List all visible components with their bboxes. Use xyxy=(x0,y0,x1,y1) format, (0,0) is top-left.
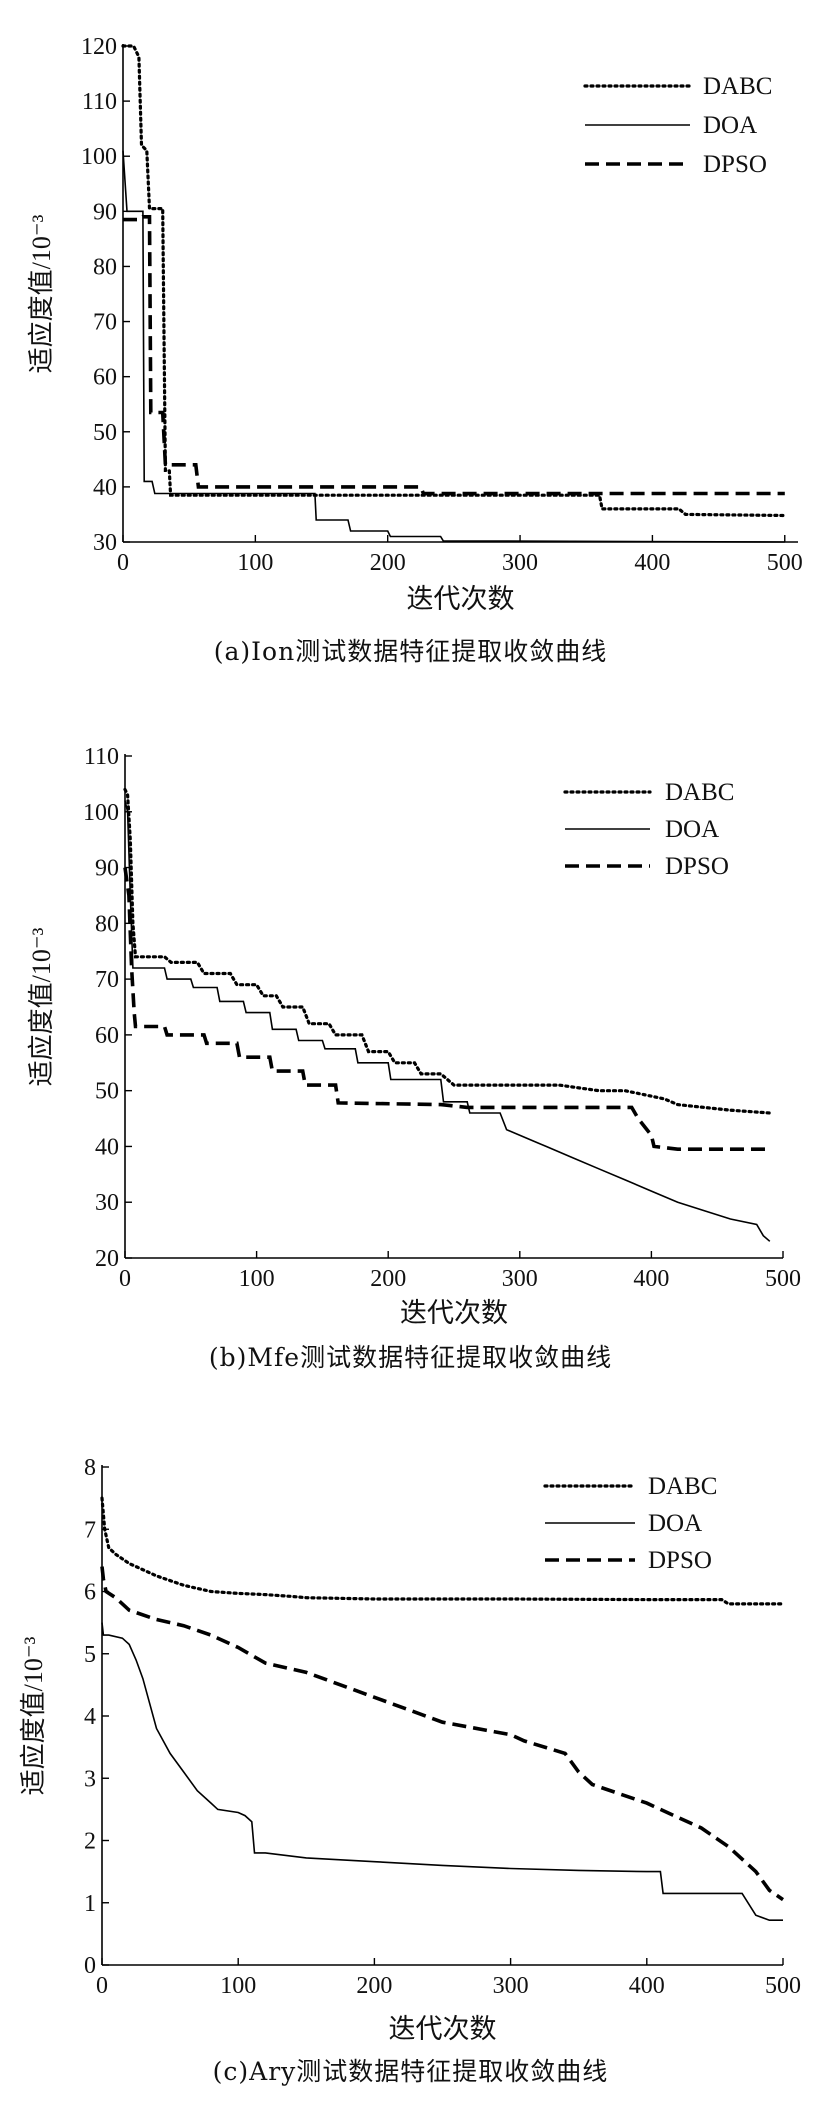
y-tick-label: 90 xyxy=(95,856,119,882)
y-tick-label: 80 xyxy=(95,911,119,937)
y-tick-label: 30 xyxy=(93,530,117,556)
y-tick-label: 30 xyxy=(95,1190,119,1216)
y-tick-label: 8 xyxy=(84,1455,96,1481)
chart-figure-b: 20 30 40 50 60 70 80 90 100 110 0 100 200 300 400 500 迭代… xyxy=(0,700,821,1400)
x-tick-label: 100 xyxy=(220,1973,256,1999)
legend-label-doa: DOA xyxy=(703,112,757,139)
legend-label-dpso: DPSO xyxy=(648,1547,712,1574)
x-tick-label: 400 xyxy=(633,1266,669,1292)
chart-c: 0 1 2 3 4 5 6 7 8 0 100 200 300 400 500 迭代次数 适应度值/10⁻³ DA… xyxy=(19,1455,801,2044)
series-line-dabc xyxy=(100,1496,785,1606)
y-tick-label: 40 xyxy=(93,475,117,501)
x-tick-label: 100 xyxy=(237,550,273,576)
legend-label-dabc: DABC xyxy=(665,779,734,806)
y-tick-label: 90 xyxy=(93,199,117,225)
x-tick-label: 300 xyxy=(502,550,538,576)
legend-label-doa: DOA xyxy=(648,1510,702,1537)
y-axis-label: 适应度值/10⁻³ xyxy=(27,927,56,1086)
series-line-dpso xyxy=(100,1566,785,1902)
x-tick-label: 300 xyxy=(502,1266,538,1292)
x-tick-label: 200 xyxy=(370,550,406,576)
y-axis-label: 适应度值/10⁻³ xyxy=(19,1636,48,1795)
y-tick-label: 120 xyxy=(81,34,117,60)
x-axis-label: 迭代次数 xyxy=(400,1298,508,1328)
x-tick-label: 0 xyxy=(117,550,129,576)
y-tick-label: 50 xyxy=(93,420,117,446)
chart-b: 20 30 40 50 60 70 80 90 100 110 0 100 200 300 400 500 迭代… xyxy=(27,744,801,1328)
chart-caption: (b)Mfe测试数据特征提取收敛曲线 xyxy=(208,1343,613,1372)
y-tick-label: 6 xyxy=(84,1580,96,1606)
x-tick-label: 500 xyxy=(767,550,803,576)
y-tick-label: 5 xyxy=(84,1642,96,1668)
x-tick-label: 300 xyxy=(493,1973,529,1999)
chart-caption: (a)Ion测试数据特征提取收敛曲线 xyxy=(213,637,608,666)
x-axis-label: 迭代次数 xyxy=(389,2014,497,2044)
series-line-doa xyxy=(124,800,771,1242)
y-tick-label: 7 xyxy=(84,1517,96,1543)
x-tick-label: 0 xyxy=(119,1266,131,1292)
y-tick-label: 2 xyxy=(84,1829,96,1855)
y-tick-label: 1 xyxy=(84,1891,96,1917)
y-tick-label: 60 xyxy=(93,365,117,391)
y-tick-label: 50 xyxy=(95,1079,119,1105)
y-tick-label: 20 xyxy=(95,1246,119,1272)
x-tick-label: 400 xyxy=(629,1973,665,1999)
y-tick-label: 110 xyxy=(84,744,119,770)
y-tick-label: 110 xyxy=(82,89,117,115)
y-tick-label: 70 xyxy=(93,310,117,336)
x-tick-label: 500 xyxy=(765,1973,801,1999)
series-line-dpso xyxy=(123,867,770,1152)
chart-figure-a: 30 40 50 60 70 80 90 100 110 120 0 100 200 300 400 500 迭… xyxy=(0,0,821,700)
chart-a: 30 40 50 60 70 80 90 100 110 120 0 100 200 300 400 500 迭… xyxy=(27,34,803,614)
x-tick-label: 400 xyxy=(634,550,670,576)
chart-caption: (c)Ary测试数据特征提取收敛曲线 xyxy=(212,2057,609,2086)
legend-label-dpso: DPSO xyxy=(665,853,729,880)
legend-label-dpso: DPSO xyxy=(703,151,767,178)
y-tick-label: 80 xyxy=(93,254,117,280)
chart-figure-c: 0 1 2 3 4 5 6 7 8 0 100 200 300 400 500 迭代次数 适应度值/10⁻³ DA… xyxy=(0,1400,821,2114)
y-tick-label: 100 xyxy=(83,800,119,826)
x-tick-label: 200 xyxy=(370,1266,406,1292)
y-tick-label: 40 xyxy=(95,1134,119,1160)
x-tick-label: 500 xyxy=(765,1266,801,1292)
series-line-doa xyxy=(101,1622,783,1922)
legend-label-doa: DOA xyxy=(665,816,719,843)
x-axis-label: 迭代次数 xyxy=(407,584,515,614)
y-tick-label: 70 xyxy=(95,967,119,993)
y-axis-label: 适应度值/10⁻³ xyxy=(27,214,56,373)
y-tick-label: 0 xyxy=(84,1953,96,1979)
series-line-dpso xyxy=(123,215,785,496)
x-tick-label: 200 xyxy=(356,1973,392,1999)
x-tick-label: 100 xyxy=(239,1266,275,1292)
y-tick-label: 4 xyxy=(84,1704,96,1730)
y-tick-label: 3 xyxy=(84,1766,96,1792)
legend-label-dabc: DABC xyxy=(648,1473,717,1500)
legend-label-dabc: DABC xyxy=(703,73,772,100)
y-tick-label: 60 xyxy=(95,1023,119,1049)
y-tick-label: 100 xyxy=(81,144,117,170)
series-line-doa xyxy=(122,150,785,543)
series-line-dabc xyxy=(121,44,787,518)
x-tick-label: 0 xyxy=(96,1973,108,1999)
series-line-dabc xyxy=(123,787,772,1115)
